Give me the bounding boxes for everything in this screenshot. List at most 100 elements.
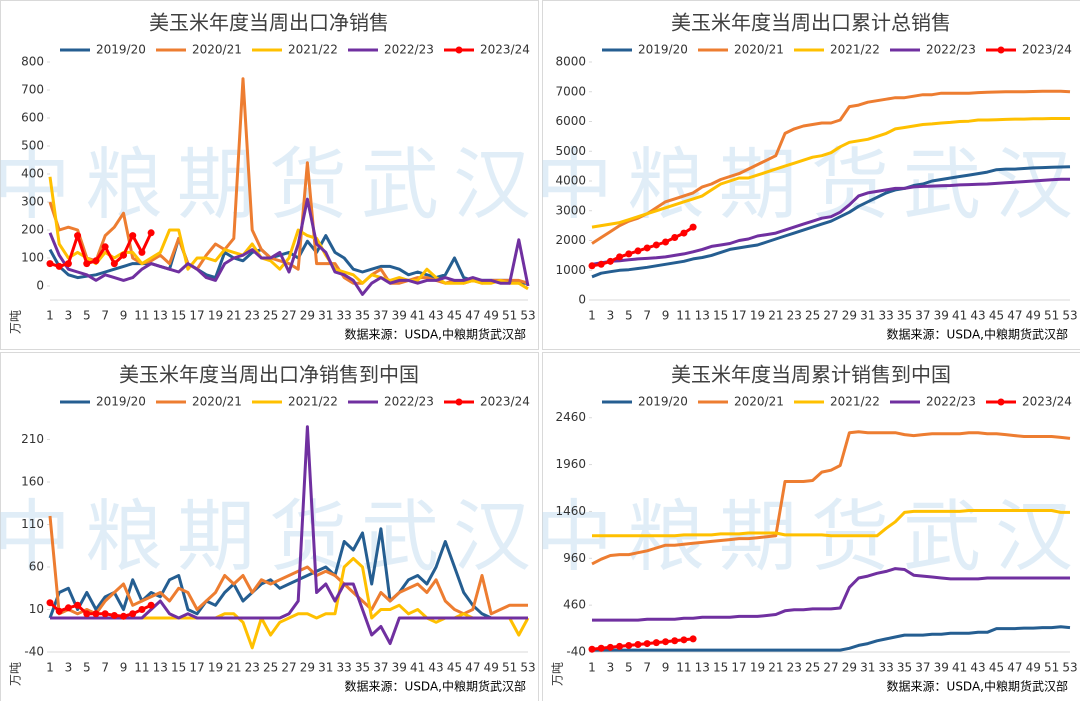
series-marker xyxy=(652,241,660,249)
x-tick-label: 49 xyxy=(484,661,499,675)
y-tick-label: 2460 xyxy=(555,410,586,424)
series-marker xyxy=(147,601,155,609)
x-tick-label: 15 xyxy=(713,309,728,323)
chart-title: 美玉米年度当周出口累计总销售 xyxy=(671,11,951,35)
series-marker xyxy=(588,645,596,653)
series-marker xyxy=(101,610,109,618)
x-tick-label: 23 xyxy=(787,309,802,323)
y-axis-label: 万吨 xyxy=(9,310,23,334)
series-line xyxy=(591,89,1071,245)
series-marker xyxy=(597,260,605,268)
series-line xyxy=(48,197,530,296)
x-tick-label: 5 xyxy=(83,309,91,323)
y-tick-label: 200 xyxy=(21,223,44,237)
legend-label: 2023/24 xyxy=(1022,43,1072,57)
series-marker xyxy=(74,232,82,240)
y-tick-label: 700 xyxy=(21,83,44,97)
x-tick-label: 19 xyxy=(208,309,223,323)
legend-label: 2022/23 xyxy=(384,395,434,409)
x-tick-label: 7 xyxy=(643,309,651,323)
x-tick-label: 47 xyxy=(1007,309,1022,323)
series-line xyxy=(591,430,1071,566)
series-marker xyxy=(64,604,72,612)
x-tick-label: 51 xyxy=(502,661,517,675)
y-tick-label: 0 xyxy=(578,293,586,307)
series-marker xyxy=(625,250,633,258)
series-line xyxy=(592,509,1070,538)
x-tick-label: 3 xyxy=(607,309,615,323)
series-line xyxy=(591,117,1070,229)
legend-label: 2019/20 xyxy=(96,43,146,57)
legend-marker xyxy=(997,46,1005,54)
x-tick-label: 23 xyxy=(787,661,802,675)
chart-title: 美玉米年度当周累计销售到中国 xyxy=(671,363,951,387)
x-tick-label: 13 xyxy=(153,309,168,323)
chart-title: 美玉米年度当周出口净销售到中国 xyxy=(119,363,419,387)
x-tick-label: 37 xyxy=(915,661,930,675)
x-tick-label: 21 xyxy=(768,661,783,675)
x-tick-label: 27 xyxy=(823,661,838,675)
x-tick-label: 5 xyxy=(625,661,633,675)
watermark: 中粮期货武汉 xyxy=(0,140,545,230)
x-tick-label: 53 xyxy=(1062,661,1077,675)
series-marker xyxy=(689,223,697,231)
x-tick-label: 31 xyxy=(318,309,333,323)
x-tick-label: 3 xyxy=(65,309,73,323)
y-tick-label: 6000 xyxy=(555,114,586,128)
y-tick-label: 4000 xyxy=(555,174,586,188)
x-tick-label: 31 xyxy=(860,309,875,323)
x-tick-label: 47 xyxy=(465,309,480,323)
x-tick-label: 41 xyxy=(410,661,425,675)
x-tick-label: 45 xyxy=(989,661,1004,675)
chart-panel: 中粮期货武汉 美玉米年度当周出口净销售到中国万吨数据来源：USDA,中粮期货武汉部… xyxy=(0,352,539,701)
series-marker xyxy=(101,243,109,251)
panel-border xyxy=(0,0,539,350)
legend-label: 2020/21 xyxy=(734,395,784,409)
y-tick-label: 800 xyxy=(21,55,44,69)
series-line xyxy=(48,527,528,620)
y-tick-label: 60 xyxy=(29,560,44,574)
series-marker xyxy=(138,606,146,613)
x-tick-label: 11 xyxy=(134,309,149,323)
x-tick-label: 11 xyxy=(676,309,691,323)
series-marker xyxy=(110,260,118,268)
legend-label: 2019/20 xyxy=(96,395,146,409)
x-tick-label: 17 xyxy=(731,661,746,675)
x-tick-label: 37 xyxy=(373,661,388,675)
series-marker xyxy=(689,635,697,643)
series-marker xyxy=(64,260,72,268)
series-line xyxy=(592,625,1071,652)
x-tick-label: 13 xyxy=(153,661,168,675)
watermark: 中粮期货武汉 xyxy=(535,492,1080,582)
y-tick-label: 1000 xyxy=(555,263,586,277)
series-line xyxy=(50,425,528,645)
x-tick-label: 1 xyxy=(46,309,54,323)
x-tick-label: 43 xyxy=(970,661,985,675)
series-marker xyxy=(680,636,688,644)
x-tick-label: 9 xyxy=(120,309,128,323)
y-tick-label: 8000 xyxy=(555,55,586,69)
x-tick-label: 31 xyxy=(318,661,333,675)
x-tick-label: 1 xyxy=(588,661,596,675)
legend-label: 2023/24 xyxy=(480,43,530,57)
legend-label: 2023/24 xyxy=(480,395,530,409)
y-tick-label: 960 xyxy=(563,551,586,565)
x-tick-label: 3 xyxy=(65,661,73,675)
x-tick-label: 7 xyxy=(101,661,109,675)
x-tick-label: 7 xyxy=(101,309,109,323)
x-tick-label: 45 xyxy=(447,661,462,675)
x-tick-label: 25 xyxy=(805,661,820,675)
x-tick-label: 27 xyxy=(281,661,296,675)
series-marker xyxy=(680,229,688,237)
x-tick-label: 35 xyxy=(355,309,370,323)
series-marker xyxy=(92,257,100,265)
series-marker xyxy=(147,229,155,237)
series-marker xyxy=(662,638,670,646)
x-tick-label: 33 xyxy=(879,661,894,675)
y-tick-label: 0 xyxy=(36,279,44,293)
x-tick-label: 17 xyxy=(189,661,204,675)
x-tick-label: 43 xyxy=(428,661,443,675)
x-tick-label: 33 xyxy=(337,309,352,323)
x-tick-label: 49 xyxy=(484,309,499,323)
